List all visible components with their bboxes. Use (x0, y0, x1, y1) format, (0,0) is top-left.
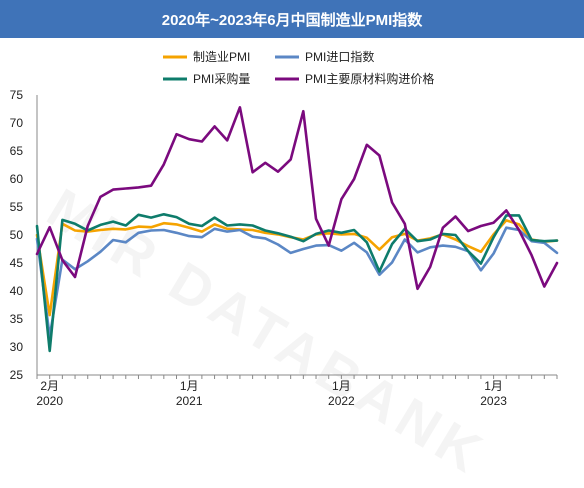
x-tick-year-label: 2020 (36, 394, 63, 408)
x-tick-month-label: 1月 (484, 379, 503, 393)
legend-label: 制造业PMI (193, 50, 250, 64)
legend: 制造业PMI PMI进口指数 PMI采购量 PMI主要原材料购进价格 (163, 49, 434, 86)
y-tick-label: 45 (10, 256, 24, 270)
y-tick-label: 35 (10, 312, 24, 326)
series-line-3 (35, 213, 559, 353)
series-lines (35, 106, 559, 353)
pmi-line-chart: 制造业PMI PMI进口指数 PMI采购量 PMI主要原材料购进价格 25 30 35 40… (10, 49, 559, 408)
series-line-4 (35, 106, 559, 291)
legend-label: PMI主要原材料购进价格 (305, 71, 434, 86)
y-tick-label: 55 (10, 200, 24, 214)
legend-label: PMI进口指数 (305, 49, 374, 64)
series-line-2 (35, 226, 559, 338)
y-tick-label: 75 (10, 88, 24, 102)
x-tick-month-label: 2月 (40, 379, 59, 393)
legend-label: PMI采购量 (193, 71, 250, 86)
x-tick-year-label: 2022 (328, 394, 355, 408)
y-tick-label: 50 (10, 228, 24, 242)
x-tick-month-label: 1月 (180, 379, 199, 393)
y-tick-label: 60 (10, 172, 24, 186)
y-tick-label: 40 (10, 284, 24, 298)
x-tick-month-label: 1月 (332, 379, 351, 393)
y-axis: 25 30 35 40 45 50 55 60 65 70 75 (10, 88, 38, 382)
chart-title-bar: 2020年~2023年6月中国制造业PMI指数 (0, 0, 584, 38)
x-tick-year-label: 2021 (176, 394, 203, 408)
chart-title: 2020年~2023年6月中国制造业PMI指数 (161, 11, 423, 29)
y-tick-label: 70 (10, 116, 24, 130)
y-tick-label: 30 (10, 340, 24, 354)
y-tick-label: 65 (10, 144, 24, 158)
x-tick-year-label: 2023 (480, 394, 507, 408)
y-tick-label: 25 (10, 368, 24, 382)
